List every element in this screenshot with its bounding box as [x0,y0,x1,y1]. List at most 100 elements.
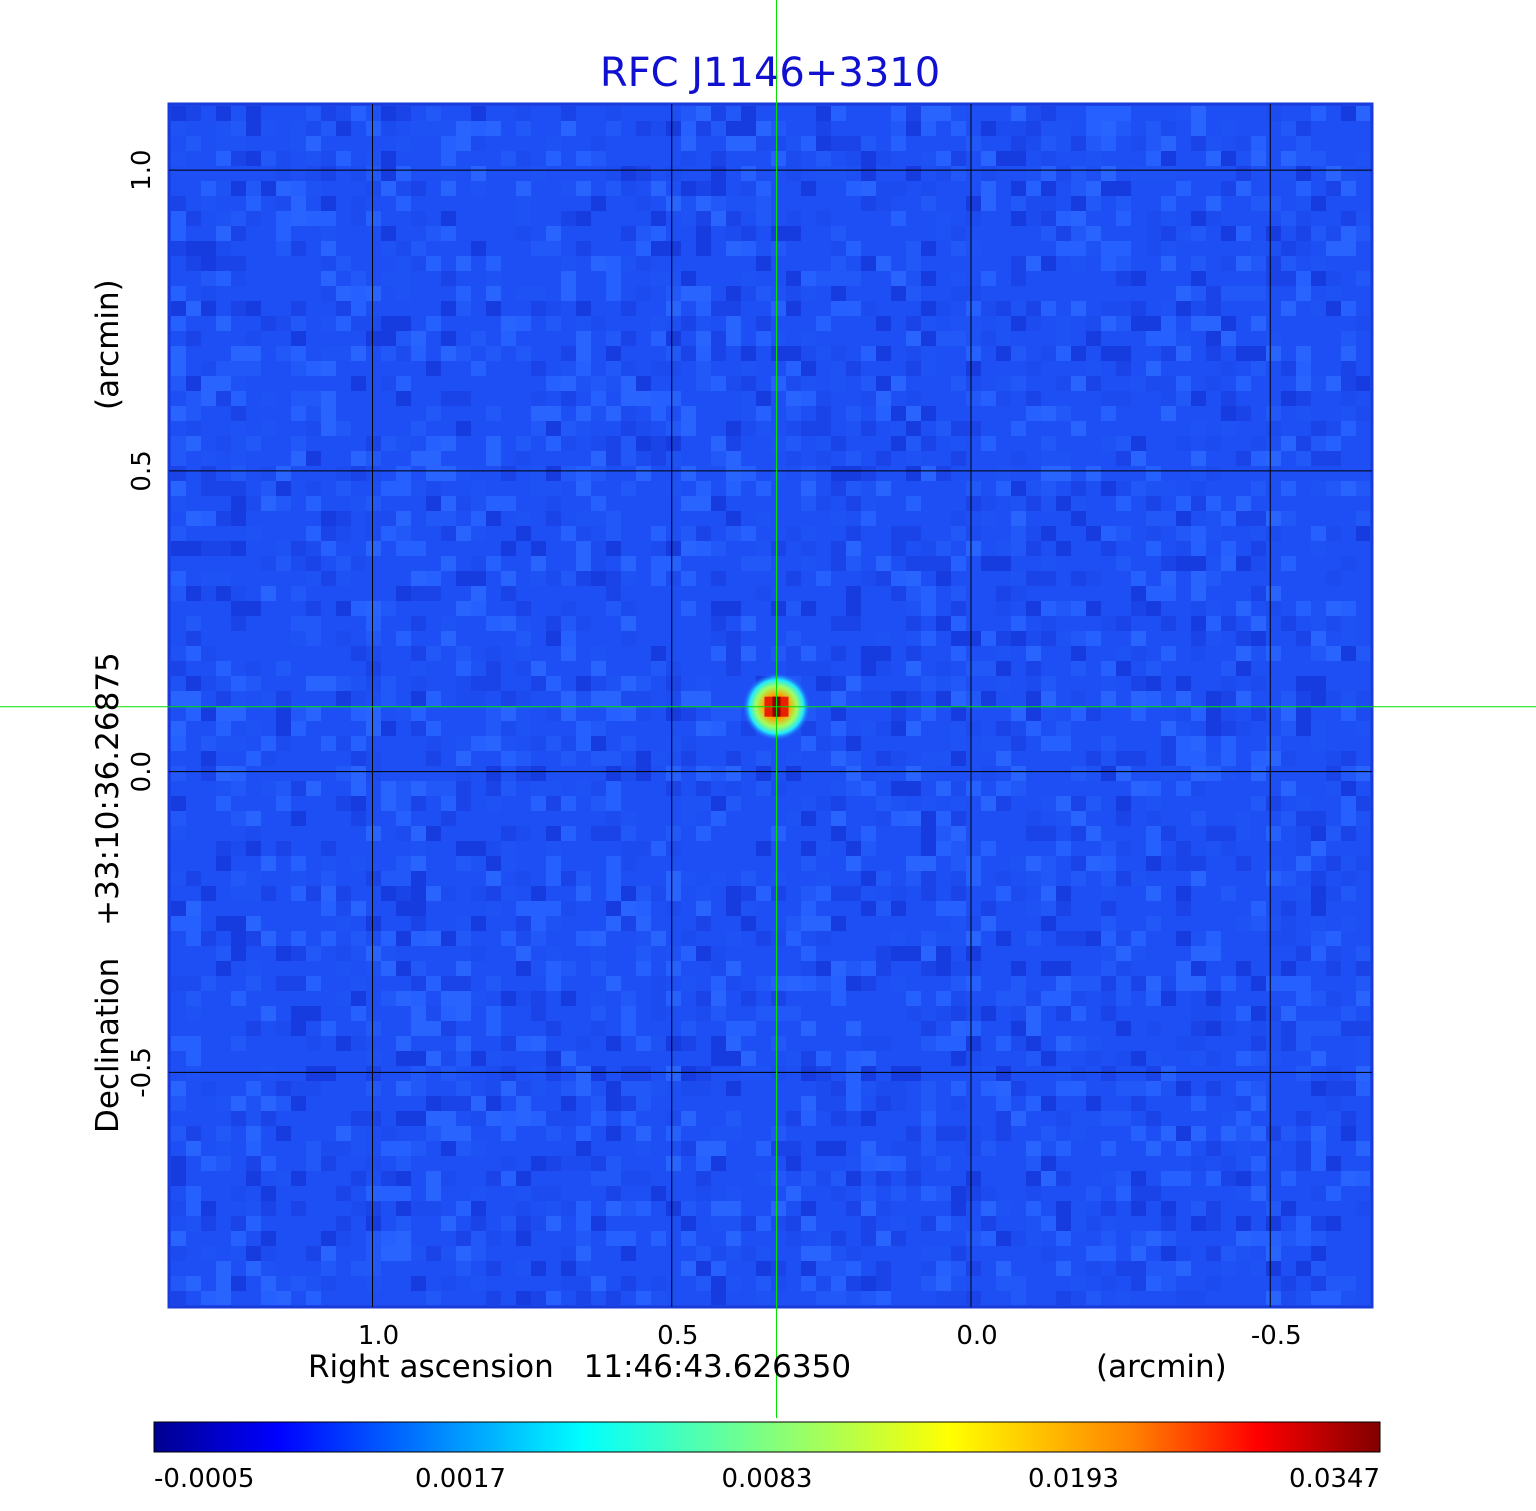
noise-pixel [756,541,771,556]
noise-pixel [1011,481,1026,496]
noise-pixel [336,526,351,541]
noise-pixel [1191,616,1206,631]
noise-pixel [606,1231,621,1246]
noise-pixel [726,421,741,436]
noise-pixel [1266,871,1281,886]
noise-pixel [996,316,1011,331]
noise-pixel [336,421,351,436]
noise-pixel [441,886,456,901]
noise-pixel [726,901,741,916]
noise-pixel [1056,1216,1071,1231]
noise-pixel [1251,136,1266,151]
noise-pixel [1326,616,1341,631]
noise-pixel [531,481,546,496]
noise-pixel [861,721,876,736]
noise-pixel [411,121,426,136]
noise-pixel [576,346,591,361]
noise-pixel [456,286,471,301]
noise-pixel [411,571,426,586]
noise-pixel [861,481,876,496]
noise-pixel [996,736,1011,751]
noise-pixel [831,976,846,991]
noise-pixel [966,1021,981,1036]
noise-pixel [336,991,351,1006]
noise-pixel [1206,526,1221,541]
noise-pixel [726,526,741,541]
noise-pixel [831,556,846,571]
noise-pixel [291,196,306,211]
noise-pixel [1176,781,1191,796]
noise-pixel [1206,751,1221,766]
noise-pixel [456,601,471,616]
noise-pixel [606,526,621,541]
noise-pixel [171,871,186,886]
noise-pixel [171,481,186,496]
noise-pixel [756,331,771,346]
noise-pixel [261,1096,276,1111]
noise-pixel [981,661,996,676]
noise-pixel [516,181,531,196]
noise-pixel [201,766,216,781]
noise-pixel [741,901,756,916]
noise-pixel [381,721,396,736]
noise-pixel [1236,961,1251,976]
noise-pixel [201,706,216,721]
noise-pixel [1191,556,1206,571]
noise-pixel [381,241,396,256]
noise-pixel [291,211,306,226]
noise-pixel [876,691,891,706]
crosshair [0,0,1536,1418]
noise-pixel [906,361,921,376]
noise-pixel [1221,541,1236,556]
noise-pixel [861,466,876,481]
noise-pixel [966,1036,981,1051]
noise-pixel [861,886,876,901]
noise-pixel [216,121,231,136]
noise-pixel [1281,511,1296,526]
noise-pixel [516,766,531,781]
noise-pixel [741,196,756,211]
noise-pixel [1356,691,1370,706]
noise-pixel [441,511,456,526]
noise-pixel [921,1036,936,1051]
noise-pixel [381,1246,396,1261]
noise-pixel [966,1186,981,1201]
noise-pixel [1356,766,1370,781]
noise-pixel [1176,376,1191,391]
noise-pixel [1026,1021,1041,1036]
noise-pixel [1191,766,1206,781]
noise-pixel [951,961,966,976]
noise-pixel [216,796,231,811]
noise-pixel [1041,226,1056,241]
noise-pixel [801,496,816,511]
noise-pixel [981,736,996,751]
noise-pixel [876,661,891,676]
noise-pixel [1161,856,1176,871]
noise-pixel [546,301,561,316]
noise-pixel [801,946,816,961]
noise-pixel [771,886,786,901]
noise-pixel [366,121,381,136]
noise-pixel [216,721,231,736]
noise-pixel [1176,526,1191,541]
noise-pixel [666,1156,681,1171]
noise-pixel [516,196,531,211]
noise-pixel [1191,136,1206,151]
noise-pixel [381,1141,396,1156]
noise-pixel [921,1141,936,1156]
noise-pixel [906,121,921,136]
noise-pixel [906,271,921,286]
noise-pixel [861,1036,876,1051]
noise-pixel [1011,211,1026,226]
noise-pixel [891,541,906,556]
noise-pixel [366,1051,381,1066]
noise-pixel [546,571,561,586]
noise-pixel [1281,901,1296,916]
noise-pixel [261,1231,276,1246]
noise-pixel [1326,856,1341,871]
noise-pixel [501,1171,516,1186]
noise-pixel [411,871,426,886]
noise-pixel [1101,931,1116,946]
noise-pixel [1071,1036,1086,1051]
noise-pixel [1161,391,1176,406]
